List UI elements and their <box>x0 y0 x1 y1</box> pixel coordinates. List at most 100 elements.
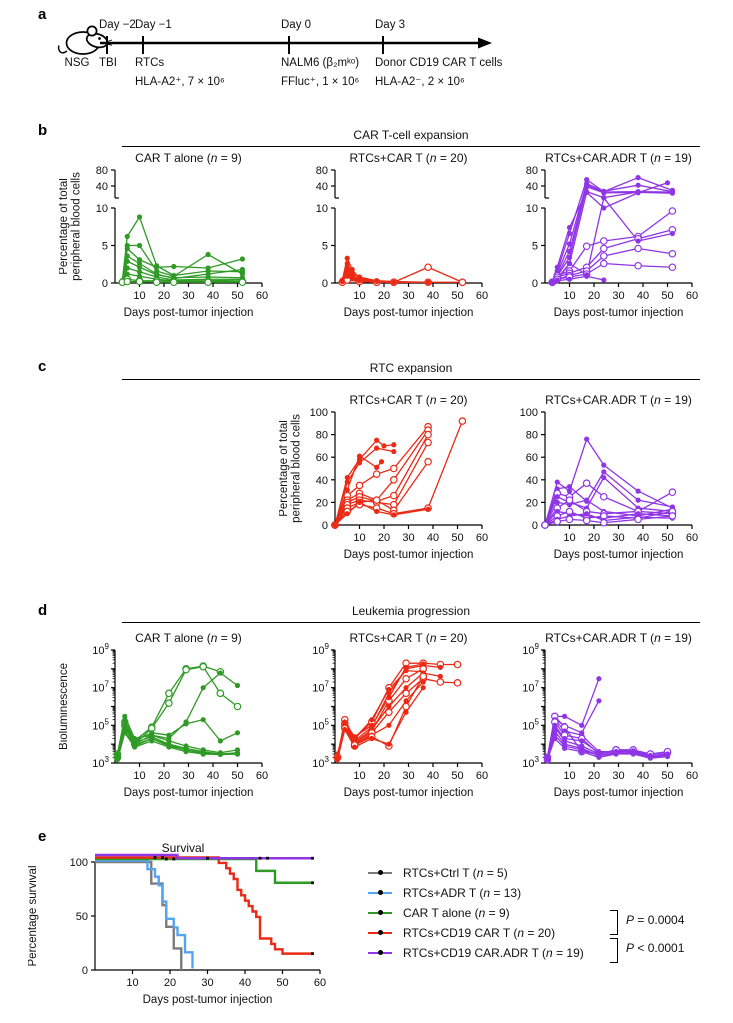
svg-text:30: 30 <box>201 977 213 989</box>
svg-text:RTCs+CAR.ADR T (n = 19): RTCs+CAR.ADR T (n = 19) <box>545 151 692 165</box>
p-value-bracket-1 <box>610 910 618 935</box>
svg-text:10: 10 <box>126 977 138 989</box>
svg-text:Survival: Survival <box>162 841 205 855</box>
svg-text:60: 60 <box>256 770 268 782</box>
svg-text:40: 40 <box>526 475 538 487</box>
svg-text:20: 20 <box>526 497 538 509</box>
svg-text:20: 20 <box>588 532 600 544</box>
svg-text:50: 50 <box>451 770 463 782</box>
svg-text:107: 107 <box>92 680 109 695</box>
svg-text:10: 10 <box>133 290 145 302</box>
svg-text:Days post-tumor injection: Days post-tumor injection <box>554 549 684 561</box>
svg-text:20: 20 <box>588 290 600 302</box>
svg-text:100: 100 <box>70 857 88 869</box>
svg-text:30: 30 <box>612 290 624 302</box>
svg-text:Days post-tumor injection: Days post-tumor injection <box>344 549 474 561</box>
svg-text:30: 30 <box>612 770 624 782</box>
svg-text:50: 50 <box>661 532 673 544</box>
svg-text:20: 20 <box>158 290 170 302</box>
chart-e-survival: 10 20 30 40 50 60 Days post-tumor injection 0 50… <box>28 841 326 1006</box>
legend-line-marker <box>368 910 392 916</box>
svg-text:Days post-tumor injection: Days post-tumor injection <box>124 307 254 319</box>
panel-b-header: CAR T-cell expansion <box>122 128 700 147</box>
svg-text:40: 40 <box>637 532 649 544</box>
legend-item: RTCs+CD19 CAR T (n = 20) <box>368 926 584 940</box>
svg-text:80: 80 <box>316 165 328 177</box>
svg-text:50: 50 <box>451 532 463 544</box>
mouse-icon <box>57 25 113 55</box>
svg-text:10: 10 <box>563 770 575 782</box>
svg-text:Bioluminescence: Bioluminescence <box>59 663 70 750</box>
svg-text:30: 30 <box>402 532 414 544</box>
panel-d-header: Leukemia progression <box>122 604 700 623</box>
svg-text:103: 103 <box>312 755 329 770</box>
svg-text:Days post-tumor injection: Days post-tumor injection <box>554 307 684 319</box>
svg-text:30: 30 <box>402 290 414 302</box>
svg-text:0: 0 <box>532 278 538 290</box>
svg-text:50: 50 <box>276 977 288 989</box>
svg-text:109: 109 <box>312 642 329 657</box>
svg-text:50: 50 <box>661 770 673 782</box>
svg-text:10: 10 <box>563 532 575 544</box>
legend-line-marker <box>368 870 392 876</box>
p-value-bracket-2 <box>610 938 618 963</box>
svg-text:40: 40 <box>316 181 328 193</box>
svg-text:Percentage of total: Percentage of total <box>279 420 290 517</box>
panel-label-c: c <box>38 358 47 375</box>
legend-line-marker <box>368 890 392 896</box>
p-value-1: P = 0.0004 <box>626 913 685 927</box>
svg-text:RTCs+CAR T (n = 20): RTCs+CAR T (n = 20) <box>349 393 467 407</box>
svg-text:80: 80 <box>526 165 538 177</box>
svg-text:103: 103 <box>522 755 539 770</box>
svg-text:0: 0 <box>82 965 88 977</box>
svg-text:5: 5 <box>322 241 328 253</box>
svg-text:0: 0 <box>102 278 108 290</box>
svg-text:HLA-A2⁻, 2 × 10⁶: HLA-A2⁻, 2 × 10⁶ <box>375 76 465 88</box>
p-value-2: P < 0.0001 <box>626 941 685 955</box>
svg-text:RTCs+CAR T (n = 20): RTCs+CAR T (n = 20) <box>349 631 467 645</box>
svg-text:30: 30 <box>182 770 194 782</box>
svg-text:60: 60 <box>526 452 538 464</box>
svg-text:10: 10 <box>353 290 365 302</box>
svg-text:Days post-tumor injection: Days post-tumor injection <box>344 307 474 319</box>
svg-text:40: 40 <box>316 475 328 487</box>
svg-text:40: 40 <box>427 532 439 544</box>
svg-text:0: 0 <box>322 520 328 532</box>
svg-text:100: 100 <box>310 407 328 419</box>
legend-item: RTCs+CD19 CAR.ADR T (n = 19) <box>368 946 584 960</box>
svg-text:60: 60 <box>316 452 328 464</box>
svg-text:RTCs+CAR T (n = 20): RTCs+CAR T (n = 20) <box>349 151 467 165</box>
svg-text:40: 40 <box>96 181 108 193</box>
svg-text:30: 30 <box>402 770 414 782</box>
svg-text:60: 60 <box>686 290 698 302</box>
panel-label-d: d <box>38 602 48 619</box>
svg-text:109: 109 <box>92 642 109 657</box>
svg-text:Days post-tumor injection: Days post-tumor injection <box>554 787 684 799</box>
svg-text:0: 0 <box>532 520 538 532</box>
svg-text:60: 60 <box>686 532 698 544</box>
svg-text:60: 60 <box>314 977 326 989</box>
svg-text:40: 40 <box>239 977 251 989</box>
svg-text:NSG: NSG <box>65 57 90 69</box>
legend-label: RTCs+CD19 CAR.ADR T (n = 19) <box>403 946 584 960</box>
svg-text:20: 20 <box>588 770 600 782</box>
legend-censor-dot <box>378 870 383 876</box>
svg-text:80: 80 <box>316 430 328 442</box>
svg-text:80: 80 <box>96 165 108 177</box>
svg-text:107: 107 <box>312 680 329 695</box>
svg-text:0: 0 <box>322 278 328 290</box>
svg-text:20: 20 <box>164 977 176 989</box>
legend-label: RTCs+ADR T (n = 13) <box>403 886 522 900</box>
svg-text:Days post-tumor injection: Days post-tumor injection <box>344 787 474 799</box>
svg-text:10: 10 <box>353 532 365 544</box>
panel-c-header: RTC expansion <box>122 361 700 380</box>
svg-text:10: 10 <box>96 203 108 215</box>
svg-text:Donor CD19 CAR T cells: Donor CD19 CAR T cells <box>375 57 503 69</box>
svg-text:60: 60 <box>686 770 698 782</box>
survival-legend: RTCs+Ctrl T (n = 5) RTCs+ADR T (n = 13) CA… <box>368 866 584 966</box>
timeline: NSG Day −2 TBI Day −1 RTCs HLA-A2⁺, 7 × 10⁶ Da… <box>65 19 503 88</box>
